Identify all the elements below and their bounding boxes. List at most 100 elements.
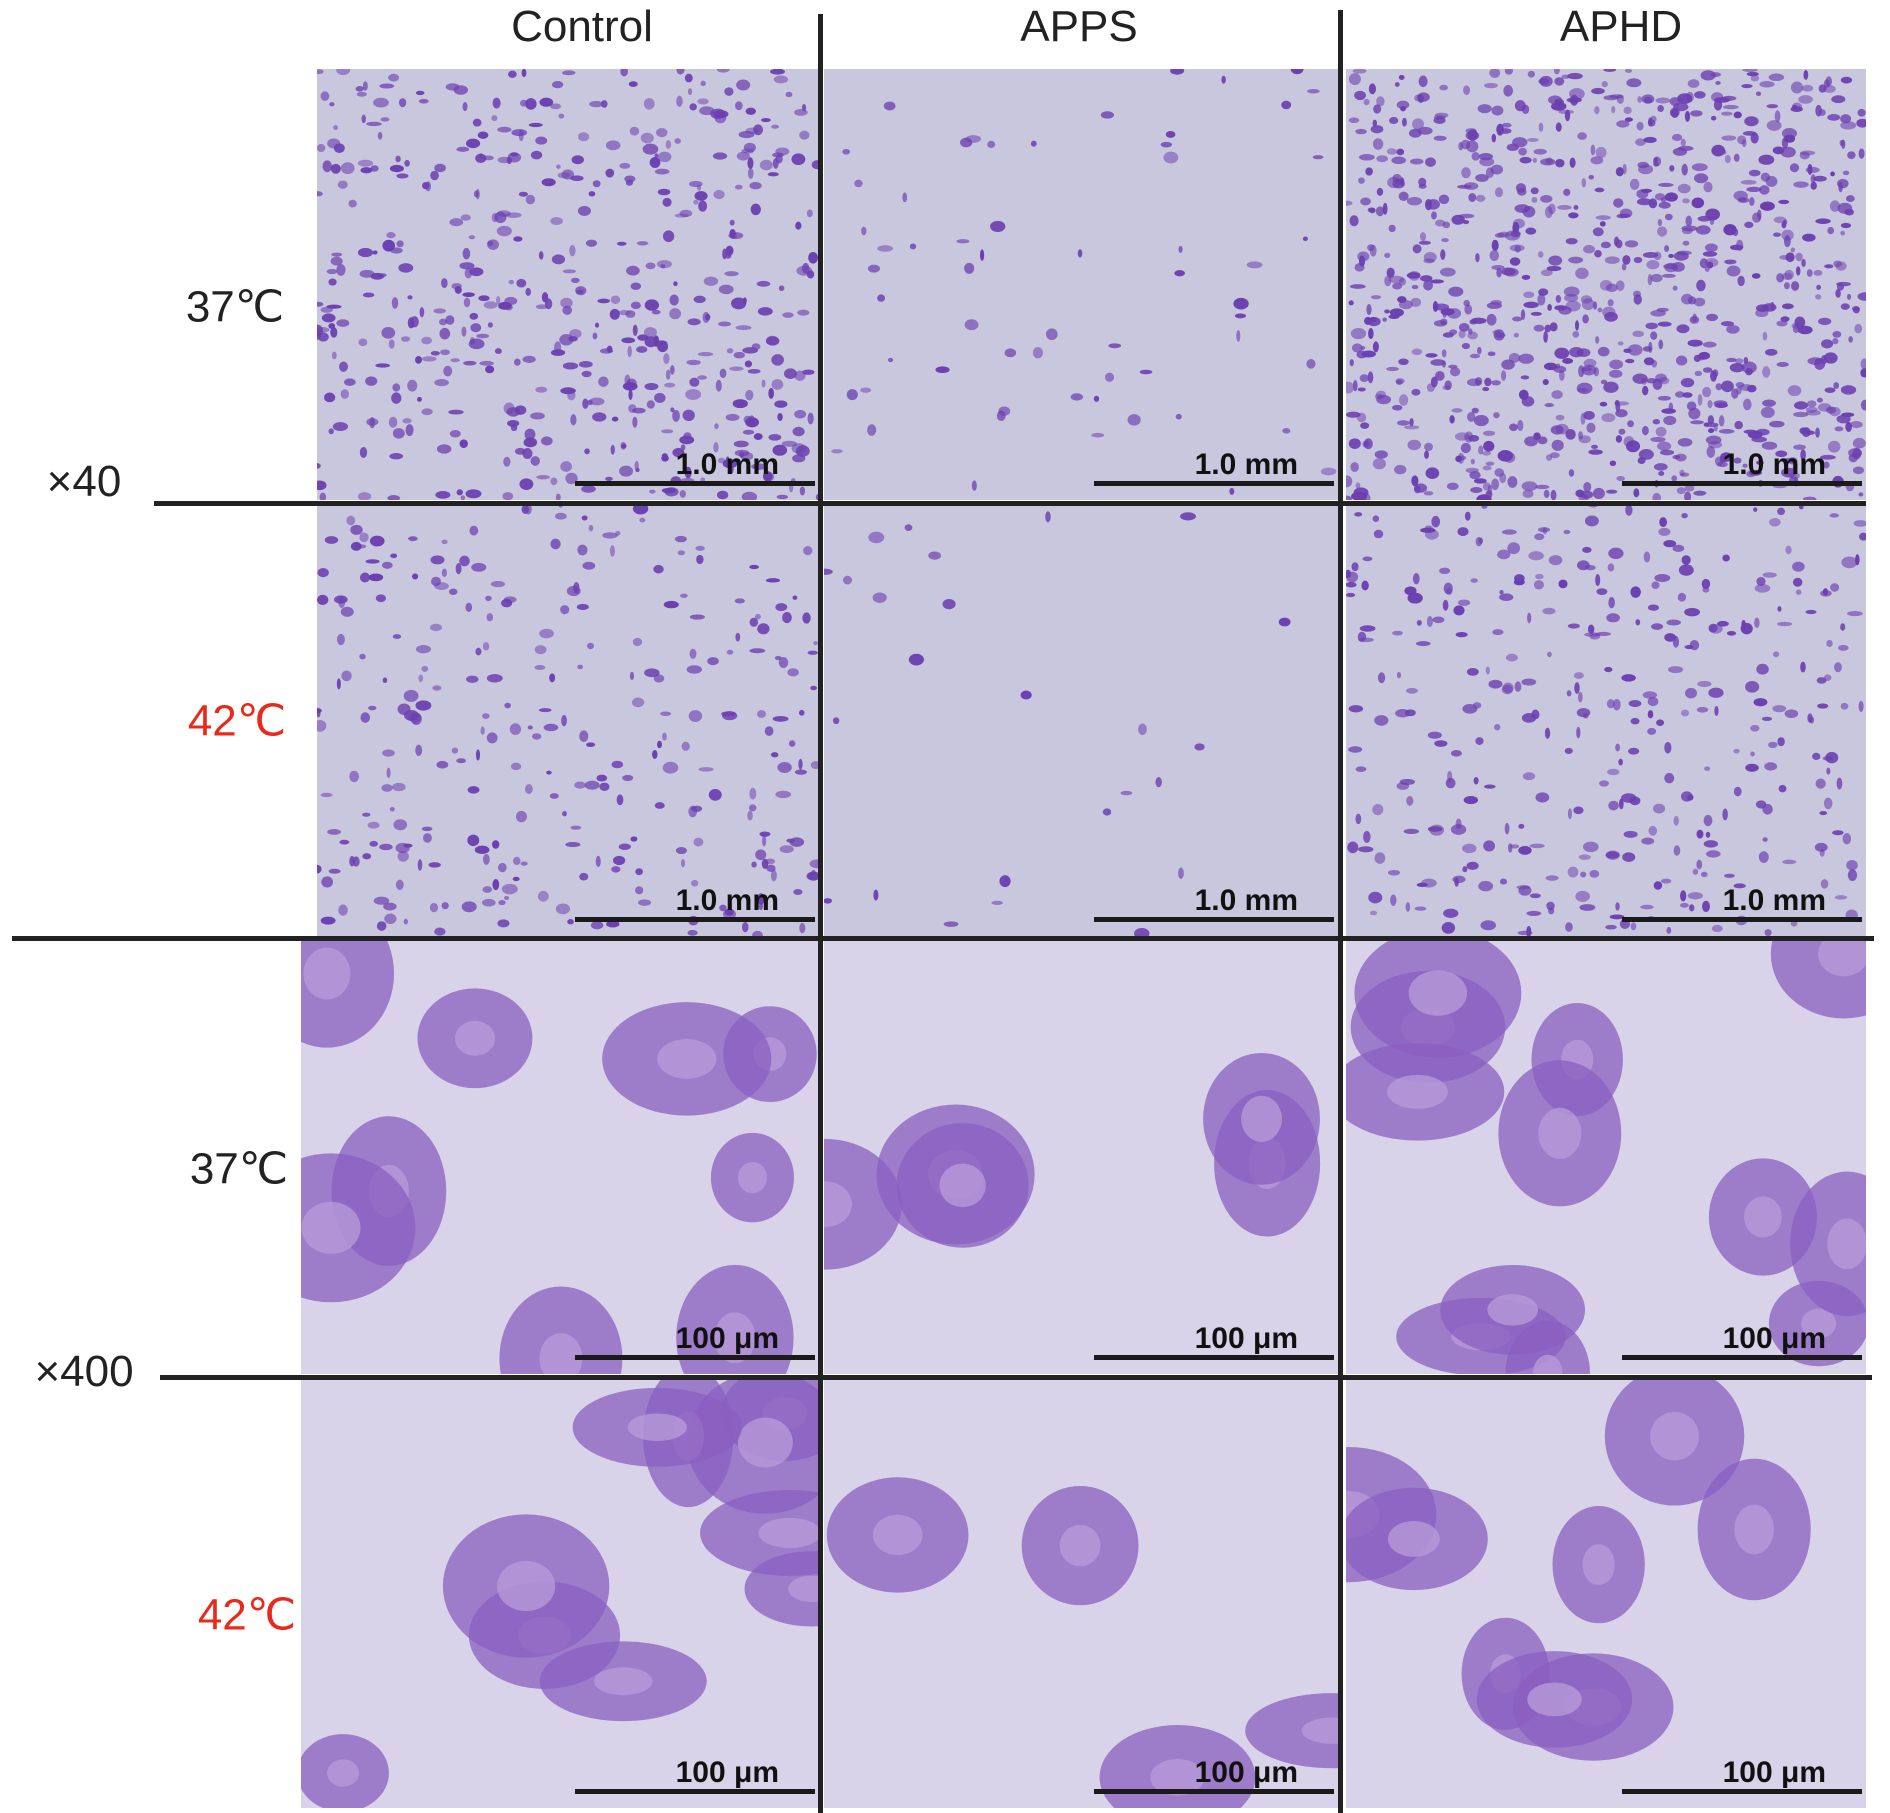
stained-cell	[1578, 854, 1591, 860]
stained-cell	[498, 862, 507, 873]
stained-cell	[1790, 106, 1803, 112]
stained-cell	[1748, 169, 1761, 177]
stained-cell	[1407, 592, 1423, 604]
stained-cell	[1713, 99, 1723, 111]
stained-cell	[574, 781, 586, 789]
stained-cell	[1657, 226, 1668, 237]
stained-cell	[1753, 507, 1758, 512]
stained-cell	[415, 90, 425, 96]
micrograph-aphd-row2: 1.0 mm	[1346, 504, 1866, 936]
stained-cell	[1608, 596, 1615, 609]
stained-cell	[1712, 369, 1719, 378]
stained-cell	[397, 850, 409, 862]
stained-cell	[1566, 97, 1582, 103]
stained-cell	[1387, 869, 1401, 876]
stained-cell	[806, 209, 813, 218]
stained-cell	[1576, 348, 1591, 358]
stained-cell	[389, 807, 395, 812]
stained-cell	[928, 551, 942, 560]
row-label-37c-x400: 37℃	[189, 1144, 289, 1194]
stained-cell	[798, 709, 805, 716]
stained-cell	[1102, 808, 1112, 816]
stained-cell	[1398, 358, 1409, 366]
stained-cell	[1368, 891, 1383, 904]
stained-cell	[421, 826, 433, 832]
stained-cell	[1545, 875, 1559, 881]
stained-cell	[1632, 330, 1644, 338]
stained-cell	[1439, 84, 1449, 91]
stained-cell	[1582, 546, 1592, 553]
cell-nucleus	[872, 1514, 923, 1556]
stained-cell	[421, 336, 433, 345]
stained-cell	[1360, 422, 1370, 429]
stained-cell	[1521, 678, 1537, 686]
stained-cell	[578, 361, 593, 368]
stained-cell	[1694, 91, 1706, 99]
stained-cell	[1493, 412, 1500, 419]
stained-cell	[1834, 895, 1848, 900]
stained-cell	[684, 466, 692, 479]
stained-cell	[1703, 840, 1719, 848]
stained-cell	[1733, 786, 1742, 797]
stained-cell	[1858, 492, 1864, 497]
stained-cell	[1484, 377, 1492, 387]
stained-cell	[1302, 236, 1308, 242]
stained-cell	[1507, 476, 1518, 488]
stained-cell	[1500, 370, 1507, 381]
cell-nucleus	[539, 1333, 583, 1374]
stained-cell	[1368, 327, 1374, 340]
stained-cell	[410, 316, 419, 328]
stained-cell	[382, 677, 388, 684]
stained-cell	[407, 295, 413, 300]
stained-cell	[657, 340, 669, 353]
stained-cell	[1468, 328, 1473, 335]
stained-cell	[527, 725, 533, 730]
stained-cell	[1163, 151, 1179, 164]
stained-cell	[632, 324, 638, 336]
stained-cell	[1852, 466, 1865, 475]
stained-cell	[1369, 207, 1376, 214]
stained-cell	[1542, 378, 1549, 386]
stained-cell	[550, 538, 561, 550]
scale-bar-label: 100 μm	[1194, 1756, 1298, 1789]
stained-cell	[1606, 613, 1620, 623]
stained-cell	[339, 839, 350, 845]
scale-bar-label: 100 μm	[675, 1322, 779, 1355]
stained-cell	[1623, 830, 1638, 838]
stained-cell	[1836, 777, 1843, 790]
stained-cell	[1671, 133, 1683, 142]
stained-cell	[657, 188, 671, 196]
stained-cell	[1470, 458, 1475, 465]
stained-cell	[491, 212, 499, 223]
stained-cell	[1354, 90, 1366, 101]
stained-cell	[380, 117, 390, 122]
stained-cell	[1691, 163, 1708, 172]
column-divider	[1338, 10, 1343, 1813]
stained-cell	[1569, 88, 1585, 100]
stained-cell	[1402, 117, 1407, 127]
stained-cell	[1501, 684, 1514, 695]
stained-cell	[441, 568, 447, 577]
stained-cell	[557, 172, 571, 179]
stained-cell	[348, 199, 357, 208]
stained-cell	[629, 671, 635, 680]
stained-cell	[803, 546, 813, 556]
stained-cell	[708, 788, 722, 801]
stained-cell	[1482, 482, 1491, 491]
stained-cell	[1657, 441, 1672, 451]
stained-cell	[482, 853, 490, 865]
stained-cell	[491, 115, 498, 122]
stained-cell	[1542, 527, 1548, 535]
stained-cell	[1770, 301, 1775, 311]
stained-cell	[507, 419, 520, 427]
cell-nucleus	[326, 1759, 360, 1787]
stained-cell	[1762, 331, 1768, 341]
stained-cell	[724, 87, 734, 96]
stained-cell	[554, 512, 567, 520]
stained-cell	[1516, 885, 1531, 890]
stained-cell	[1547, 304, 1552, 311]
stained-cell	[1685, 215, 1693, 227]
stained-cell	[689, 648, 697, 659]
stained-cell	[606, 920, 620, 928]
cell-nucleus	[1527, 1682, 1582, 1717]
